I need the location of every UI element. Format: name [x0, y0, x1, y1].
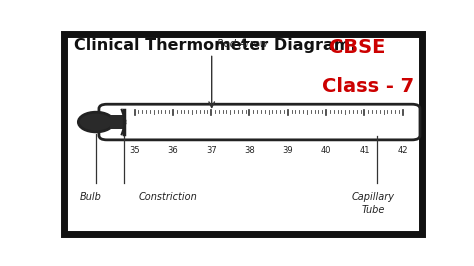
Text: 36: 36	[167, 146, 178, 155]
Text: CBSE: CBSE	[329, 38, 386, 57]
Text: Bulb: Bulb	[80, 192, 101, 202]
Text: Clinical Thermometer Diagram.: Clinical Thermometer Diagram.	[74, 38, 356, 53]
Text: 35: 35	[129, 146, 140, 155]
Text: 38: 38	[244, 146, 255, 155]
Text: 37: 37	[206, 146, 217, 155]
Text: Class - 7: Class - 7	[322, 77, 414, 96]
Text: 39: 39	[283, 146, 293, 155]
FancyBboxPatch shape	[99, 104, 420, 140]
Text: 42: 42	[398, 146, 408, 155]
Bar	[110, 115, 124, 129]
Text: 40: 40	[321, 146, 331, 155]
Text: Constriction: Constriction	[138, 192, 197, 202]
Circle shape	[78, 112, 114, 132]
Text: Red Arrow: Red Arrow	[217, 39, 268, 49]
Text: 41: 41	[359, 146, 370, 155]
Text: Capillary
Tube: Capillary Tube	[352, 192, 395, 215]
